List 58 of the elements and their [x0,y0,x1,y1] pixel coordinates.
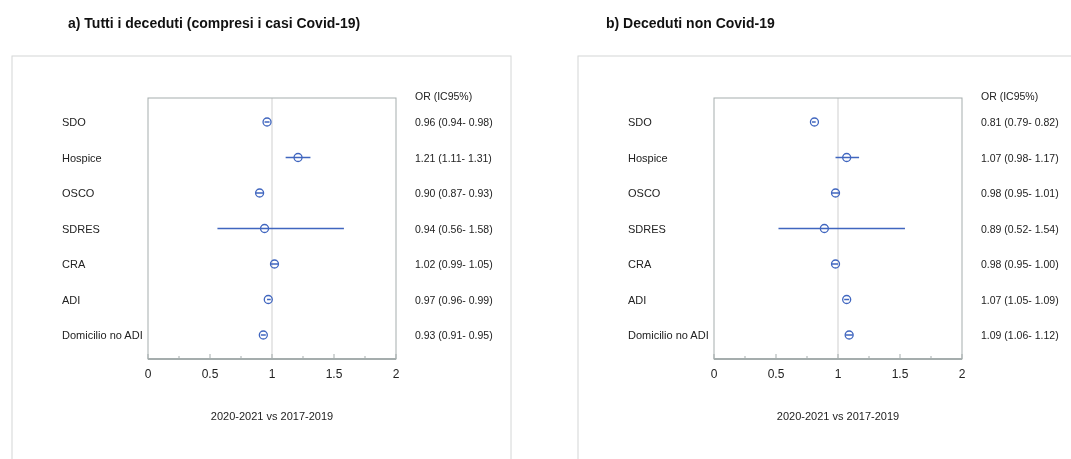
data-label: 1.02 (0.99- 1.05) [415,258,493,270]
x-tick-label: 2 [958,367,966,381]
point [830,259,841,269]
point [254,188,265,198]
point [258,330,268,340]
point [263,294,273,305]
chart-title: a) Tutti i deceduti (compresi i casi Covid-19) [68,15,361,31]
y-tick-label: SDRES [628,222,666,235]
x-axis-title: 2020-2021 vs 2017-2019 [776,410,900,422]
point [819,223,830,234]
point [830,188,841,198]
x-tick-label: 1.5 [891,367,909,381]
data-label: 0.98 (0.95- 1.00) [981,258,1059,270]
point [269,259,280,269]
data-label: 0.90 (0.87- 0.93) [415,187,493,199]
data-label: 0.98 (0.95- 1.01) [981,187,1059,199]
y-tick-label: Hospice [628,151,668,164]
y-tick-label: CRA [62,258,86,270]
point [844,330,854,340]
x-tick-label: 0 [710,367,718,381]
y-tick-label: CRA [628,258,652,270]
point [262,117,272,127]
x-tick-label: 2 [392,367,400,381]
y-tick-label: Domicilio no ADI [628,329,709,341]
point [259,223,270,234]
y-tick-label: OSCO [628,187,661,199]
data-label: 0.94 (0.56- 1.58) [415,222,493,235]
data-label: 0.89 (0.52- 1.54) [981,222,1059,235]
y-tick-label: Domicilio no ADI [62,329,143,341]
y-tick-label: OSCO [62,187,95,199]
data-label: 1.07 (1.05- 1.09) [981,293,1059,306]
x-tick-label: 1 [834,367,842,381]
text: OR (IC95%) [981,90,1039,102]
point [842,152,852,163]
data-label: 1.07 (0.98- 1.17) [981,151,1059,164]
text: OR (IC95%) [415,90,473,102]
y-tick-label: Hospice [62,151,102,164]
data-label: 0.93 (0.91- 0.95) [415,329,493,341]
data-label: 1.09 (1.06- 1.12) [981,329,1059,341]
point [809,117,820,127]
x-tick-label: 1 [268,367,276,381]
y-tick-label: ADI [628,293,647,306]
x-tick-label: 0.5 [201,367,219,381]
data-label: 0.97 (0.96- 0.99) [415,293,493,306]
x-axis-title: 2020-2021 vs 2017-2019 [210,410,334,422]
y-tick-label: ADI [62,293,81,306]
y-tick-label: SDO [628,116,653,128]
point [293,152,303,163]
y-tick-label: SDO [62,116,87,128]
x-tick-label: 0.5 [767,367,785,381]
point [842,294,852,305]
x-tick-label: 0 [144,367,152,381]
data-label: 0.96 (0.94- 0.98) [415,116,493,128]
chart-title: b) Deceduti non Covid-19 [606,15,775,31]
data-label: 0.81 (0.79- 0.82) [981,116,1059,128]
data-label: 1.21 (1.11- 1.31) [415,151,492,164]
y-tick-label: SDRES [62,222,100,235]
x-tick-label: 1.5 [325,367,343,381]
